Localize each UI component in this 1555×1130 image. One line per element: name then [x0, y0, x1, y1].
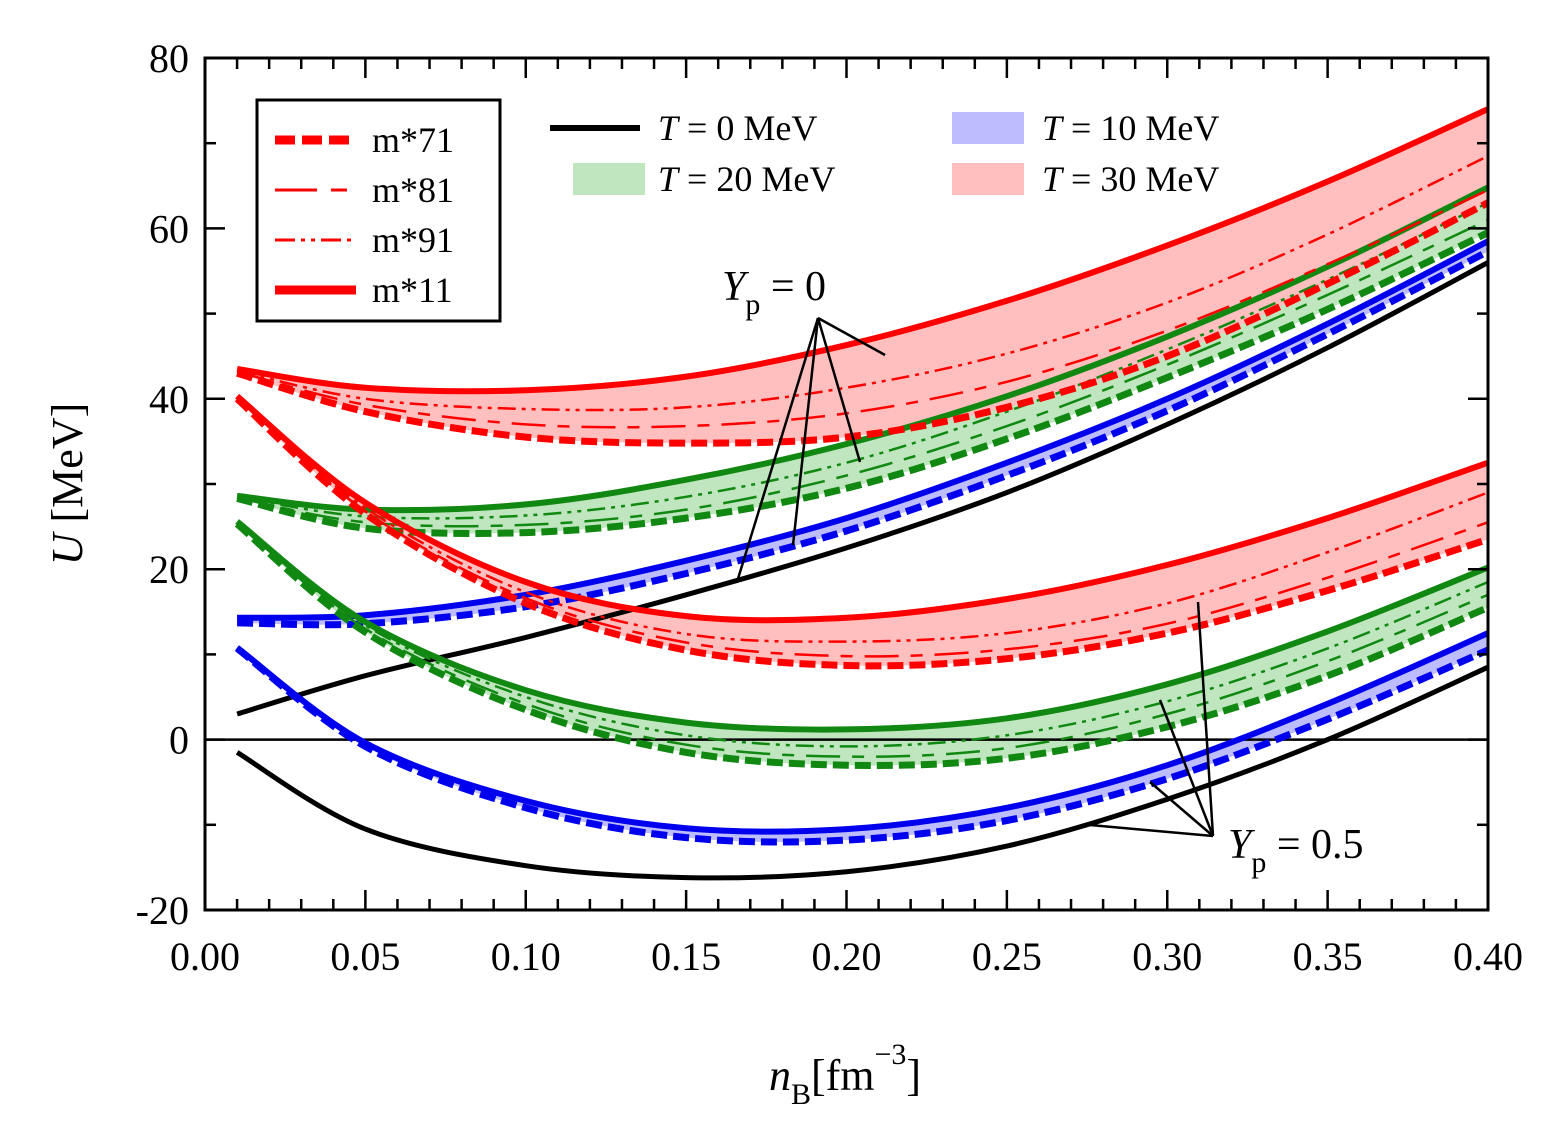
curve-layer — [234, 106, 1488, 881]
annotation-yp0-main: Y — [722, 264, 750, 310]
x-tick-label: 0.00 — [170, 934, 240, 979]
x-axis-title: nB[fm−3] — [769, 1038, 921, 1111]
model-legend: m*71 m*81 m*91 m*11 — [255, 98, 502, 323]
band-t30-yp0 — [237, 109, 1488, 444]
curve-t-10-yp-0-5-m71 — [234, 645, 1488, 846]
curve-t-30-yp-0-5-m11 — [235, 393, 1488, 624]
legend-label-t30-symbol: T — [1042, 159, 1065, 199]
annotation-yp05-main: Y — [1228, 822, 1256, 868]
curve-t-20-yp-0-5-m81 — [236, 522, 1488, 758]
y-tick-label: -20 — [136, 888, 189, 933]
legend-swatch-t10 — [952, 112, 1024, 144]
curve-t-30-yp-0-m81 — [236, 188, 1488, 429]
curve-t-30-yp-0-5-m91 — [236, 396, 1488, 643]
temperature-legend: T = 0 MeV T = 10 MeV T = 20 MeV T = 30 M… — [550, 108, 1219, 199]
legend-label-t30-value: = 30 MeV — [1062, 159, 1219, 199]
arrow-yp05-2 — [1149, 781, 1214, 837]
legend-label-t0: T = 0 MeV — [658, 108, 817, 148]
x-tick-label: 0.10 — [491, 934, 561, 979]
curve-t-20-yp-0-5-m71 — [234, 521, 1488, 769]
curve-t-30-yp-0-m11 — [236, 106, 1488, 395]
curve-t-20-yp-0-m11 — [236, 184, 1488, 514]
curve-t-20-yp-0-m71 — [236, 229, 1488, 538]
x-axis-title-unit: [fm — [811, 1051, 875, 1100]
curve-t-30-yp-0-m91 — [236, 154, 1488, 412]
curve-t-10-yp-0-m11 — [237, 238, 1488, 621]
x-tick-label: 0.05 — [330, 934, 400, 979]
x-tick-label: 0.30 — [1132, 934, 1202, 979]
annotation-yp0: Yp = 0 — [722, 264, 826, 321]
band-t20-yp0 — [237, 187, 1488, 534]
legend-label-m71: m*71 — [372, 120, 454, 160]
curve-t-30-yp-0-5-m71 — [234, 396, 1488, 670]
y-tick-label: 60 — [149, 206, 189, 251]
model-legend-box — [255, 98, 502, 323]
x-tick-label: 0.35 — [1293, 934, 1363, 979]
arrow-yp0-3 — [735, 317, 820, 583]
x-axis-title-close: ] — [906, 1051, 921, 1100]
curve-t-30-yp-0-5-m81 — [236, 396, 1488, 658]
y-tick-label: 80 — [149, 36, 189, 81]
y-axis-title: U [MeV] — [43, 403, 92, 566]
legend-label-t20-value: = 20 MeV — [678, 159, 835, 199]
curve-t-10-yp-0-5-m11 — [235, 630, 1488, 835]
legend-label-t10: T = 10 MeV — [1042, 108, 1219, 148]
x-tick-label: 0.25 — [972, 934, 1042, 979]
legend-label-t30: T = 30 MeV — [1042, 159, 1219, 199]
x-tick-label: 0.40 — [1453, 934, 1523, 979]
x-tick-labels: 0.00 0.05 0.10 0.15 0.20 0.25 0.30 0.35 0.40 — [170, 934, 1523, 979]
legend-label-m11: m*11 — [372, 270, 453, 310]
arrow-yp05-0 — [1196, 601, 1215, 837]
arrow-yp0-2 — [791, 317, 820, 546]
band-t30-yp05 — [237, 396, 1488, 666]
legend-label-m81: m*81 — [372, 170, 454, 210]
annotation-yp05: Yp = 0.5 — [1228, 822, 1364, 879]
arrow-yp0-1 — [816, 317, 862, 463]
x-axis-title-main: n — [769, 1051, 791, 1100]
y-tick-label: 0 — [169, 718, 189, 763]
x-axis-title-sup: −3 — [874, 1038, 906, 1071]
x-axis-title-sub: B — [791, 1078, 811, 1111]
y-axis-title-unit: [MeV] — [43, 403, 92, 534]
y-axis-title-main: U — [43, 530, 92, 565]
curve-t-0-yp-0 — [236, 260, 1488, 717]
arrow-yp05-3 — [1089, 823, 1214, 838]
legend-label-t0-value: = 0 MeV — [678, 108, 817, 148]
curve-t-20-yp-0-m81 — [236, 218, 1488, 528]
arrow-yp0-0 — [817, 316, 886, 357]
legend-label-t0-symbol: T — [658, 108, 681, 148]
legend-swatch-t30 — [952, 163, 1024, 195]
curve-t-20-yp-0-5-m11 — [235, 519, 1488, 733]
x-tick-label: 0.15 — [651, 934, 721, 979]
legend-swatch-t20 — [573, 163, 645, 195]
legend-label-t20: T = 20 MeV — [658, 159, 835, 199]
legend-label-t10-value: = 10 MeV — [1062, 108, 1219, 148]
legend-label-t20-symbol: T — [658, 159, 681, 199]
legend-label-m91: m*91 — [372, 220, 454, 260]
arrow-yp05-1 — [1158, 699, 1215, 837]
y-tick-label: 40 — [149, 377, 189, 422]
curve-t-20-yp-0-5-m91 — [236, 521, 1488, 748]
annotation-yp0-sub: p — [745, 288, 760, 321]
legend-label-t10-symbol: T — [1042, 108, 1065, 148]
x-tick-label: 0.20 — [812, 934, 882, 979]
y-tick-labels: -20 0 20 40 60 80 — [136, 36, 189, 933]
annotation-yp05-sub: p — [1251, 846, 1266, 879]
annotation-yp0-rest: = 0 — [760, 264, 826, 310]
annotation-arrows — [735, 316, 1215, 838]
y-tick-label: 20 — [149, 547, 189, 592]
curve-t-0-yp-0-5 — [235, 664, 1488, 881]
axis-ticks — [203, 56, 1490, 912]
annotation-yp05-rest: = 0.5 — [1266, 822, 1363, 868]
